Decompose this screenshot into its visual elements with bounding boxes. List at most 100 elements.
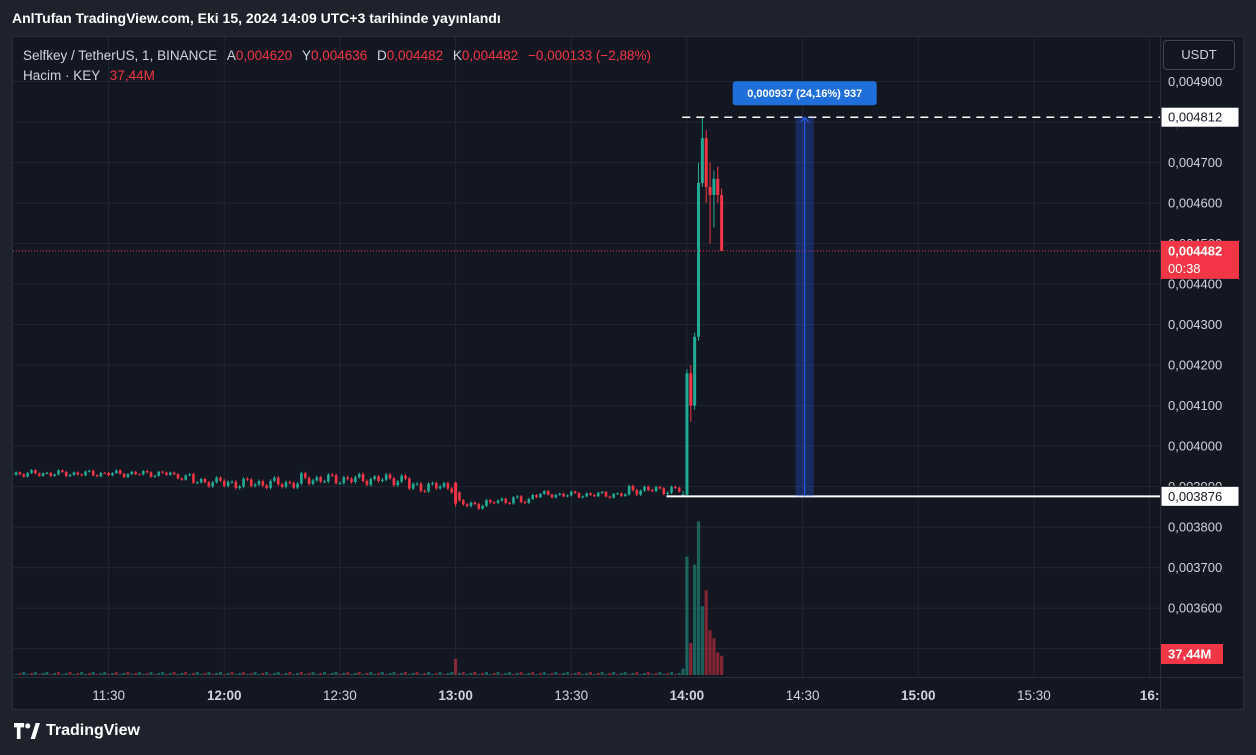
volume-bar	[589, 672, 593, 675]
candle-body	[307, 477, 311, 484]
candle-body	[620, 493, 623, 496]
volume-bar	[450, 672, 454, 675]
volume-bar	[696, 521, 701, 675]
candle-body	[681, 494, 685, 496]
tradingview-logo[interactable]: TradingView	[14, 722, 140, 740]
y-tick-label: 0,003800	[1168, 520, 1222, 535]
candle-body	[153, 475, 157, 477]
volume-bar	[215, 673, 219, 675]
volume-bar	[56, 672, 60, 675]
volume-bar	[454, 659, 458, 675]
volume-bar	[573, 673, 577, 675]
candle-body	[246, 478, 249, 480]
candle-body	[361, 474, 365, 481]
candle-body	[404, 475, 407, 479]
currency-button[interactable]: USDT	[1163, 40, 1235, 70]
x-tick-label: 13:00	[438, 688, 473, 703]
candle-body	[238, 486, 242, 488]
volume-bar	[118, 674, 122, 675]
volume-bar	[608, 673, 612, 675]
open-value: 0,004620	[235, 48, 293, 63]
candle-body	[80, 474, 83, 476]
price-chart[interactable]: 0,000937 (24,16%) 9370,0049000,0048000,0…	[13, 37, 1244, 710]
volume-bar	[465, 674, 469, 675]
candle-body	[662, 488, 666, 495]
candle-body	[589, 493, 592, 495]
candle-body	[138, 474, 141, 476]
candle-body	[388, 474, 392, 479]
candle-body	[562, 493, 565, 497]
candle-body	[357, 474, 361, 478]
candle-body	[253, 484, 257, 486]
candle-body	[720, 194, 724, 251]
volume-bar	[195, 672, 199, 675]
legend: Selfkey / TetherUS, 1, BINANCE A0,004620…	[23, 46, 651, 86]
candle-body	[346, 477, 349, 479]
candle-body	[57, 470, 60, 475]
candle-body	[411, 483, 415, 489]
volume-bar	[400, 673, 404, 675]
volume-bar	[234, 674, 238, 675]
volume-label[interactable]: Hacim · KEY	[23, 68, 101, 83]
countdown-label: 00:38	[1168, 261, 1201, 276]
y-tick-label: 0,004700	[1168, 155, 1222, 170]
x-tick-label: 15:00	[901, 688, 936, 703]
volume-bar	[153, 674, 157, 675]
volume-bar	[515, 673, 519, 675]
volume-bar	[720, 655, 724, 675]
candle-body	[211, 482, 215, 487]
candle-body	[172, 472, 176, 475]
candle-body	[600, 491, 604, 493]
candle-body	[716, 178, 720, 195]
candle-body	[508, 502, 511, 504]
candle-body	[438, 486, 442, 489]
candle-body	[330, 474, 334, 476]
candle-body	[311, 480, 315, 484]
published-info: AnlTufan TradingView.com, Eki 15, 2024 1…	[12, 10, 501, 26]
candle-body	[700, 138, 704, 183]
chart-frame[interactable]: 0,000937 (24,16%) 9370,0049000,0048000,0…	[12, 36, 1244, 710]
symbol-name[interactable]: Selfkey / TetherUS, 1, BINANCE	[23, 48, 218, 63]
low-value: 0,004482	[386, 48, 444, 63]
candle-body	[650, 489, 654, 492]
open-label: A	[226, 48, 236, 63]
volume-bar	[519, 672, 523, 675]
candle-body	[53, 474, 56, 476]
volume-bar	[523, 674, 527, 675]
volume-bar	[257, 674, 261, 675]
volume-bar	[33, 672, 37, 675]
volume-bar	[22, 672, 26, 675]
volume-bar	[415, 672, 419, 675]
candle-body	[643, 486, 646, 491]
volume-bar	[168, 673, 172, 675]
volume-bar	[473, 672, 477, 675]
volume-bar	[272, 673, 276, 675]
volume-bar	[83, 674, 87, 675]
volume-bar	[380, 672, 384, 675]
candle-body	[454, 482, 458, 504]
y-tick-label: 0,004600	[1168, 196, 1222, 211]
volume-bar	[492, 673, 496, 675]
candle-body	[546, 491, 550, 495]
candle-body	[465, 504, 469, 507]
candle-body	[219, 477, 222, 481]
volume-bar	[53, 673, 57, 675]
candle-body	[369, 479, 373, 485]
candle-body	[515, 496, 519, 498]
volume-bar	[265, 672, 269, 675]
volume-bar	[369, 672, 373, 675]
legend-row-volume: Hacim · KEY 37,44M	[23, 66, 651, 86]
volume-bar	[326, 674, 330, 675]
candle-body	[288, 482, 292, 484]
volume-bar	[461, 672, 465, 675]
candle-body	[157, 471, 161, 476]
candle-body	[276, 477, 280, 485]
candle-body	[103, 472, 107, 474]
candle-body	[431, 483, 434, 485]
candle-body	[215, 477, 218, 483]
candle-body	[145, 471, 149, 473]
volume-bar	[600, 672, 604, 675]
candle-body	[26, 472, 29, 477]
volume-bar	[45, 672, 49, 675]
volume-bar	[700, 606, 704, 675]
